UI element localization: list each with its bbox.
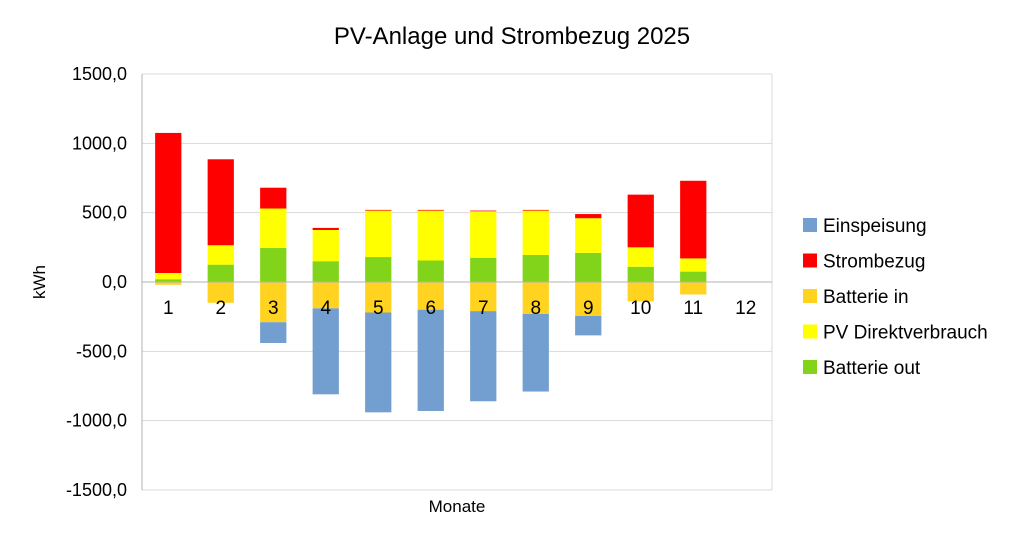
bar-batterie-in [522,282,549,314]
y-tick-label: 500,0 [82,203,127,223]
y-ticks: 1500,0 1000,0 500,0 0,0 -500,0 -1000,0 -1500,0 [66,64,127,500]
bar-pv-direktverbrauch [627,247,654,267]
x-category-label: 12 [735,298,756,319]
bar-pv-direktverbrauch [680,258,707,272]
legend-label: PV Direktverbrauch [823,323,988,344]
x-category-label: 1 [163,298,174,319]
bar-pv-direktverbrauch [207,245,234,265]
y-tick-label: -1000,0 [66,411,127,431]
bar-batterie-in [207,282,234,303]
bar-einspeisung [365,312,392,413]
bar-pv-direktverbrauch [260,208,287,249]
bar-batterie-in [365,282,392,313]
bar-strombezug [260,187,287,209]
bar-batterie-out [470,257,497,282]
x-category-label: 10 [630,298,651,319]
bar-strombezug [470,210,497,212]
bar-pv-direktverbrauch [575,218,602,253]
bar-batterie-in [575,282,602,316]
bar-batterie-in [260,282,287,323]
y-tick-label: -1500,0 [66,480,127,500]
legend-swatch [803,253,817,268]
legend-swatch [803,289,817,303]
bar-strombezug [365,209,392,211]
chart-title: PV-Anlage und Strombezug 2025 [334,23,690,50]
x-category-label: 5 [373,298,384,319]
bar-pv-direktverbrauch [365,210,392,258]
bar-batterie-out [260,248,287,282]
bar-batterie-out [207,264,234,282]
bar-strombezug [522,209,549,211]
x-axis-label: Monate [429,497,486,516]
legend-swatch [803,218,817,232]
bar-einspeisung [417,309,444,411]
bar-strombezug [155,132,182,273]
y-tick-label: 1500,0 [72,64,127,84]
x-category-label: 8 [530,298,541,319]
bar-batterie-out [155,279,182,282]
x-category-label: 4 [320,298,331,319]
bar-einspeisung [260,322,287,344]
legend-label: Strombezug [823,252,925,273]
legend-label: Batterie in [823,287,909,308]
bar-batterie-out [312,261,339,282]
bar-batterie-in [155,282,182,285]
y-tick-label: 0,0 [102,272,127,292]
x-category-label: 2 [215,298,226,319]
x-categories: 1 2 3 4 5 6 7 8 9 10 11 12 [163,298,756,319]
bar-strombezug [312,227,339,230]
bar-batterie-out [575,252,602,282]
bar-batterie-out [522,254,549,282]
bar-batterie-in [680,282,707,295]
bar-strombezug [207,159,234,246]
bar-strombezug [627,194,654,248]
bar-batterie-in [627,282,654,302]
bar-batterie-out [365,257,392,282]
bar-strombezug [680,180,707,259]
bar-pv-direktverbrauch [522,210,549,255]
x-category-label: 3 [268,298,279,319]
bar-batterie-in [417,282,444,310]
bar-pv-direktverbrauch [155,272,182,280]
bar-batterie-out [680,271,707,282]
bar-pv-direktverbrauch [312,230,339,262]
bar-batterie-out [627,266,654,282]
x-category-label: 6 [425,298,436,319]
bar-strombezug [575,214,602,219]
bar-strombezug [417,209,444,211]
bar-batterie-in [312,282,339,309]
bar-pv-direktverbrauch [417,210,444,261]
legend-label: Batterie out [823,358,921,379]
legend-label: Einspeisung [823,216,927,237]
y-tick-label: -500,0 [76,341,127,361]
bar-einspeisung [470,311,497,402]
bar-batterie-in [470,282,497,312]
bars [142,132,772,413]
bar-einspeisung [575,315,602,336]
bar-pv-direktverbrauch [470,211,497,258]
x-category-label: 7 [478,298,489,319]
legend-swatch [803,360,817,374]
bar-batterie-out [417,260,444,282]
bar-einspeisung [312,308,339,395]
bar-einspeisung [522,313,549,392]
y-axis-label: kWh [30,265,49,299]
x-category-label: 9 [583,298,594,319]
y-tick-label: 1000,0 [72,133,127,153]
legend-swatch [803,324,817,339]
x-category-label: 11 [683,298,703,319]
legend: Einspeisung Strombezug Batterie in PV Direk… [803,216,988,379]
